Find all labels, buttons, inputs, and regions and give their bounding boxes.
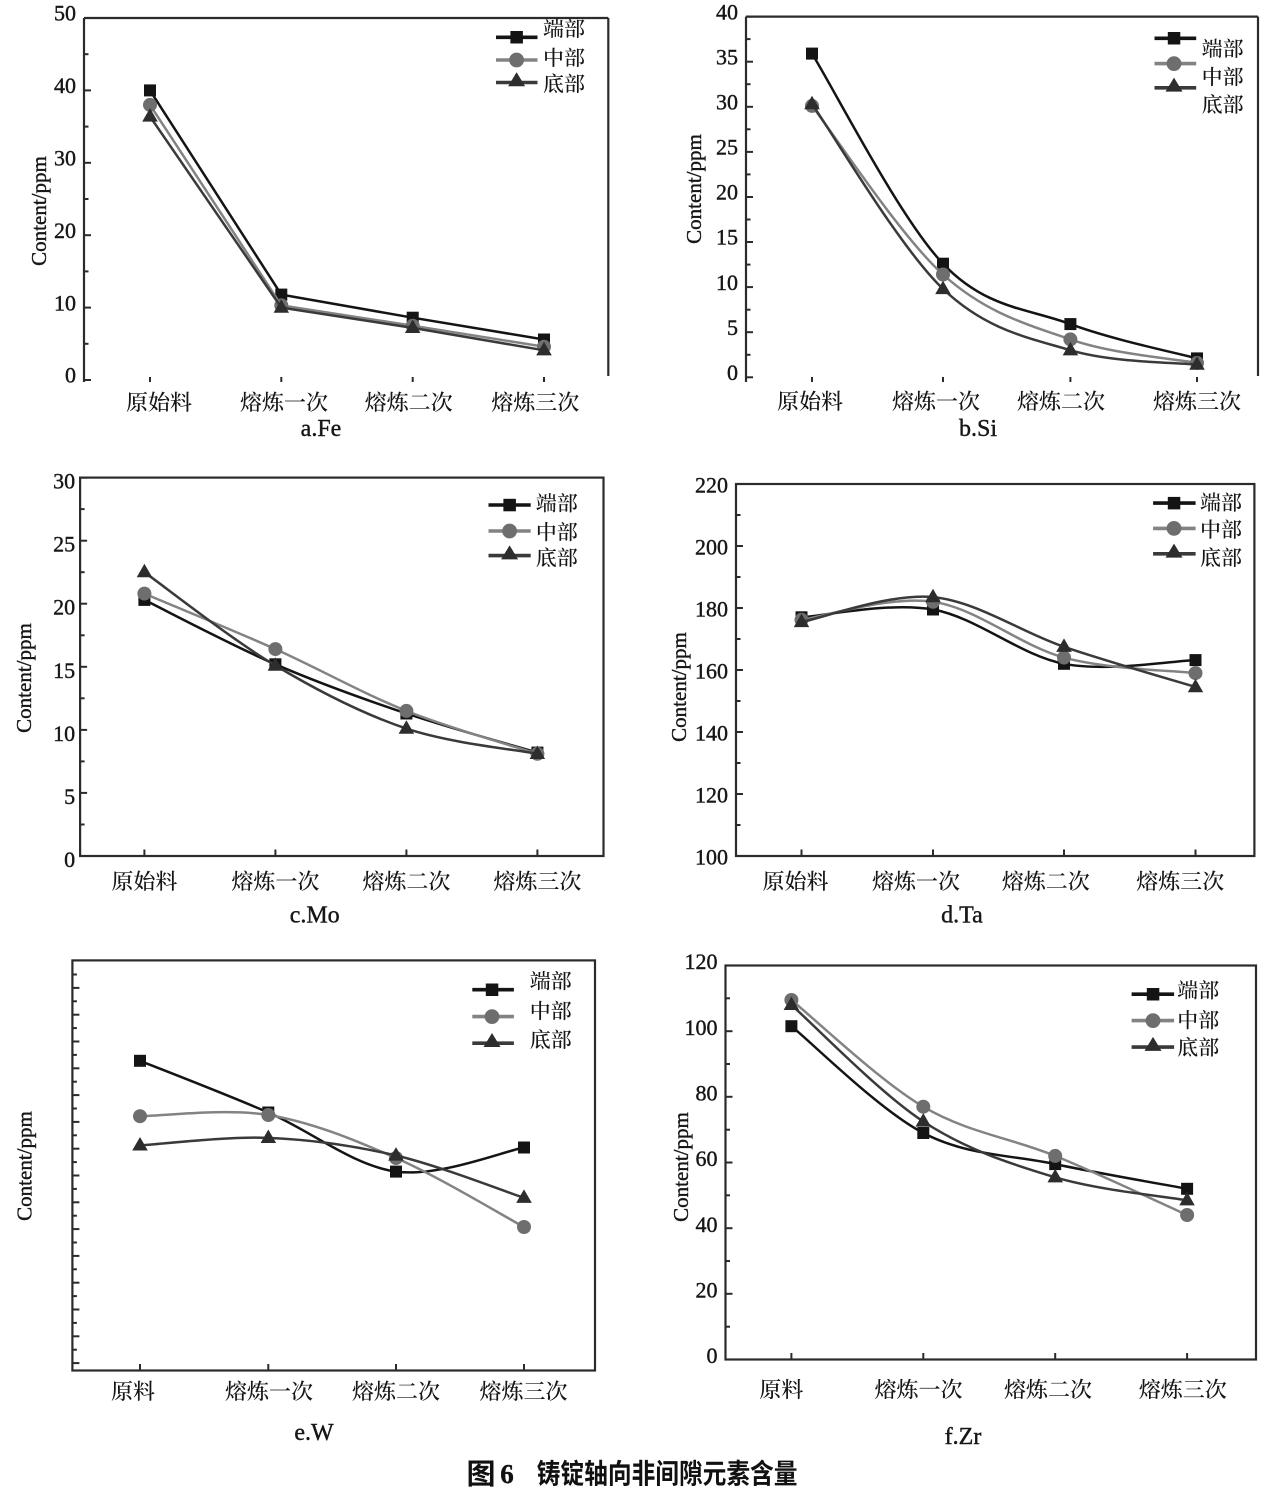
svg-text:20: 20 — [53, 595, 75, 620]
svg-text:25: 25 — [716, 135, 738, 160]
svg-text:20: 20 — [716, 180, 738, 205]
svg-text:200: 200 — [695, 534, 728, 559]
svg-text:30: 30 — [54, 146, 76, 171]
svg-text:100: 100 — [695, 844, 728, 869]
svg-text:40: 40 — [716, 0, 738, 24]
svg-text:10: 10 — [53, 721, 75, 746]
svg-text:160: 160 — [695, 658, 728, 683]
svg-text:100: 100 — [685, 1015, 718, 1040]
svg-text:10: 10 — [716, 270, 738, 295]
svg-text:220: 220 — [695, 472, 728, 497]
svg-text:40: 40 — [696, 1212, 718, 1237]
svg-text:Content/ppm: Content/ppm — [27, 156, 51, 266]
svg-text:30: 30 — [716, 90, 738, 115]
svg-text:b.Si: b.Si — [959, 416, 997, 442]
svg-text:20: 20 — [696, 1278, 718, 1303]
svg-text:0: 0 — [707, 1343, 718, 1368]
svg-text:80: 80 — [696, 1081, 718, 1106]
svg-text:15: 15 — [716, 225, 738, 250]
svg-text:Content/ppm: Content/ppm — [12, 623, 36, 733]
svg-text:15: 15 — [53, 658, 75, 683]
svg-text:25: 25 — [53, 532, 75, 557]
svg-text:f.Zr: f.Zr — [945, 1424, 982, 1450]
svg-text:0: 0 — [64, 847, 75, 872]
svg-text:60: 60 — [696, 1146, 718, 1171]
svg-text:0: 0 — [727, 360, 738, 385]
svg-text:d.Ta: d.Ta — [941, 903, 983, 929]
svg-text:120: 120 — [695, 782, 728, 807]
svg-text:180: 180 — [695, 596, 728, 621]
svg-text:120: 120 — [685, 949, 718, 974]
svg-text:50: 50 — [54, 1, 76, 26]
svg-text:e.W: e.W — [294, 1420, 334, 1446]
svg-text:Content/ppm: Content/ppm — [669, 1112, 693, 1222]
svg-text:c.Mo: c.Mo — [290, 903, 340, 929]
svg-text:a.Fe: a.Fe — [301, 416, 342, 442]
svg-text:6: 6 — [500, 1459, 514, 1489]
svg-text:5: 5 — [727, 315, 738, 340]
svg-text:0: 0 — [65, 363, 76, 388]
svg-text:35: 35 — [716, 44, 738, 69]
svg-text:30: 30 — [53, 469, 75, 494]
svg-text:40: 40 — [54, 73, 76, 98]
svg-text:Content/ppm: Content/ppm — [13, 1111, 37, 1221]
svg-text:Content/ppm: Content/ppm — [667, 632, 691, 742]
svg-text:5: 5 — [64, 784, 75, 809]
svg-text:Content/ppm: Content/ppm — [682, 134, 706, 244]
svg-text:20: 20 — [54, 218, 76, 243]
svg-text:10: 10 — [54, 290, 76, 315]
svg-text:140: 140 — [695, 720, 728, 745]
